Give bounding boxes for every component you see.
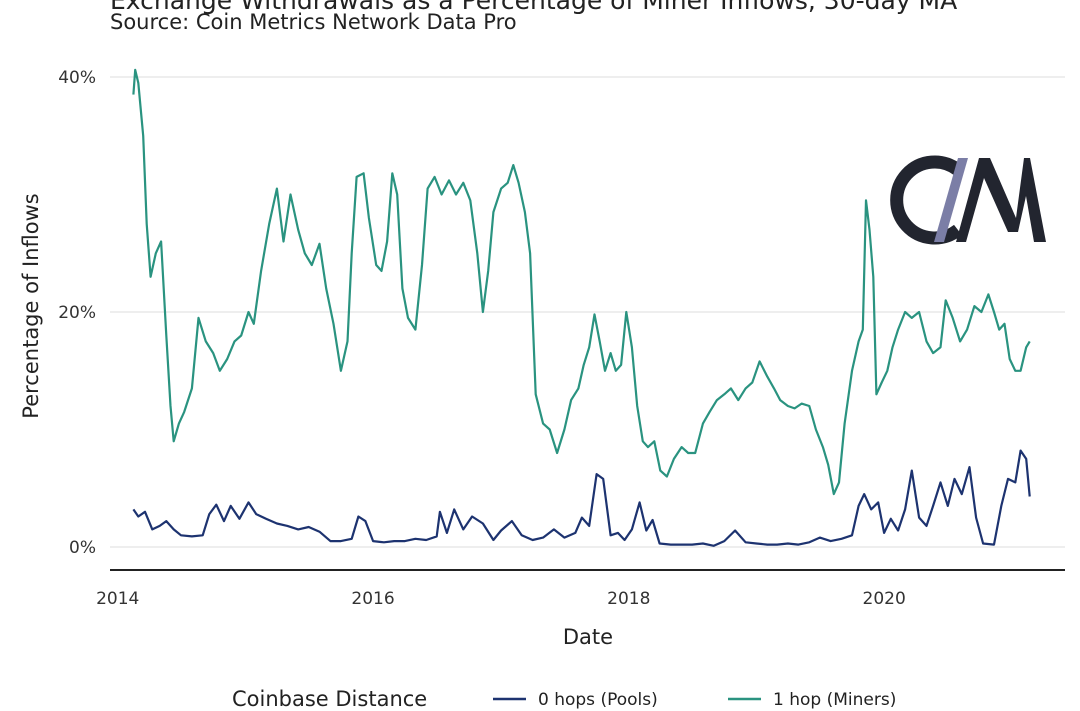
gridlines (110, 76, 1065, 548)
legend-title: Coinbase Distance (232, 687, 427, 711)
cm-logo-slash-shape (934, 158, 968, 242)
cm-logo-m-shape (956, 158, 1046, 242)
x-tick-label: 2016 (351, 589, 394, 609)
series-line-miners (132, 68, 1031, 496)
legend-label-pools: 0 hops (Pools) (538, 690, 658, 710)
chart-subtitle: Source: Coin Metrics Network Data Pro (110, 10, 517, 34)
x-tick-label: 2018 (607, 589, 650, 609)
y-tick-label: 40% (58, 68, 96, 88)
legend-label-miners: 1 hop (Miners) (773, 690, 896, 710)
chart-title: Exchange Withdrawals as a Percentage of … (110, 0, 958, 15)
y-axis-title: Percentage of Inflows (19, 193, 43, 418)
y-tick-label: 0% (69, 538, 96, 558)
cm-logo-c-shape (890, 155, 962, 245)
x-tick-label: 2014 (96, 589, 139, 609)
x-tick-labels: 2014 2016 2018 2020 (96, 589, 906, 609)
series-line-pools (132, 449, 1031, 547)
cm-logo (890, 155, 1046, 245)
legend: Coinbase Distance 0 hops (Pools) 1 hop (… (232, 687, 896, 711)
y-tick-labels: 0% 20% 40% (58, 68, 96, 558)
x-axis-title: Date (563, 625, 613, 649)
y-tick-label: 20% (58, 303, 96, 323)
x-tick-label: 2020 (863, 589, 906, 609)
series-layer (132, 68, 1031, 547)
